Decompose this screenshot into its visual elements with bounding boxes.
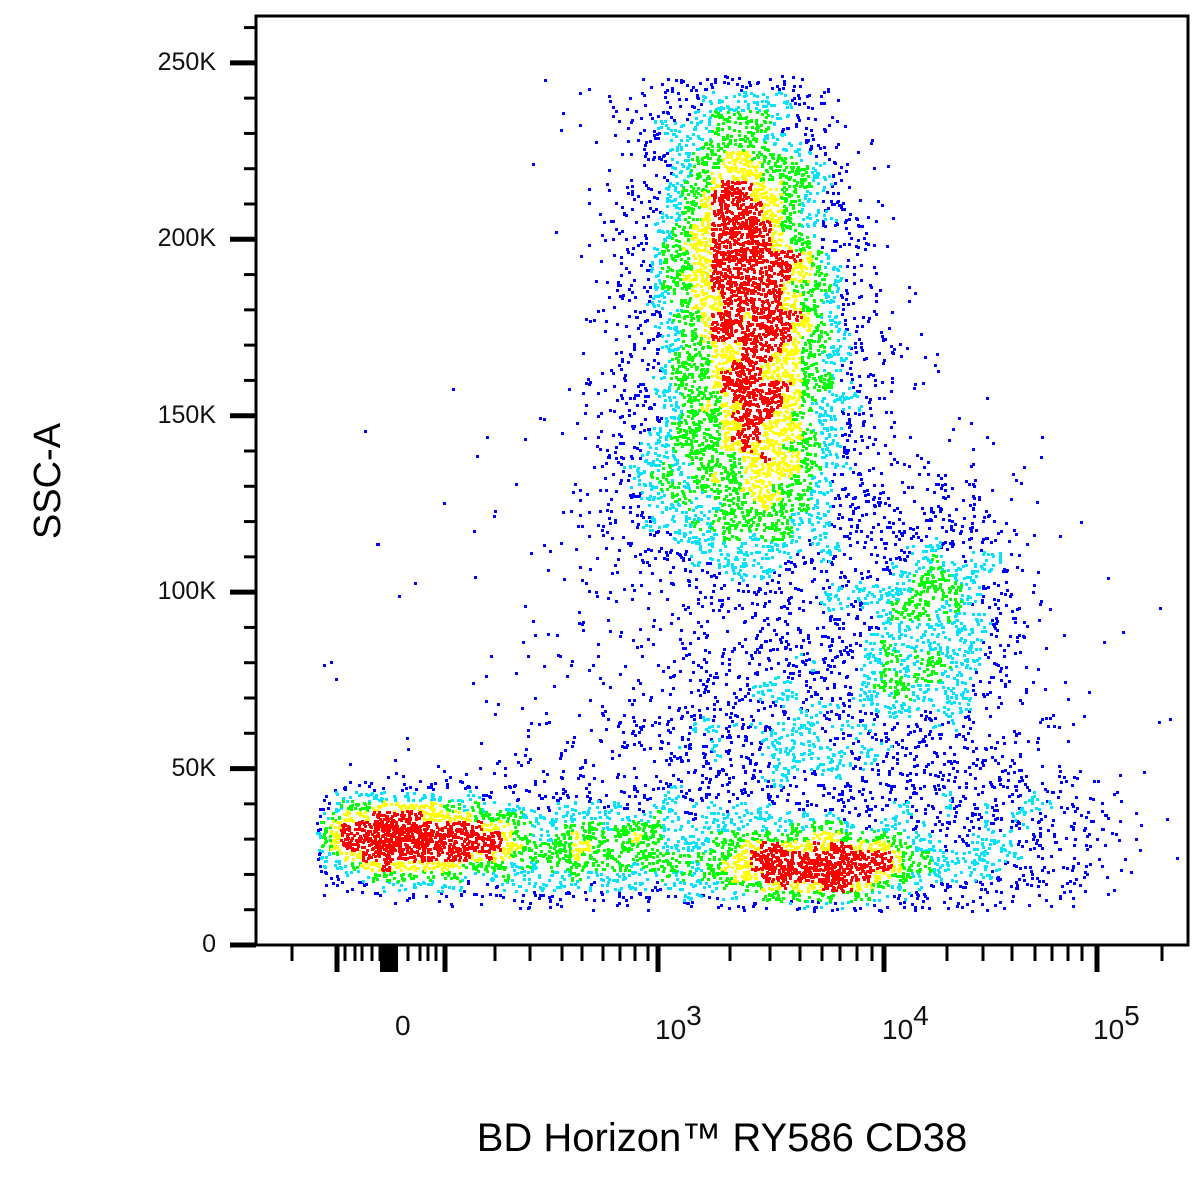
x-axis-label: BD Horizon™ RY586 CD38: [476, 1116, 968, 1160]
y-tick-label: 0: [202, 930, 216, 958]
axes: [230, 14, 1190, 972]
x-tick-label: 104: [882, 1000, 929, 1045]
x-tick-label: 105: [1093, 1000, 1140, 1045]
x-tick-label: 0: [395, 1010, 411, 1041]
y-tick-label: 250K: [157, 47, 216, 76]
x-tick-label: 103: [655, 1000, 702, 1045]
y-tick-label: 100K: [157, 577, 216, 606]
y-tick-label: 200K: [157, 224, 216, 253]
y-axis-label: SSC-A: [27, 422, 69, 540]
y-tick-label: 50K: [171, 753, 216, 782]
y-tick-label: 150K: [157, 400, 216, 429]
event-dots: [316, 75, 1179, 913]
plot-frame: [254, 14, 1190, 947]
